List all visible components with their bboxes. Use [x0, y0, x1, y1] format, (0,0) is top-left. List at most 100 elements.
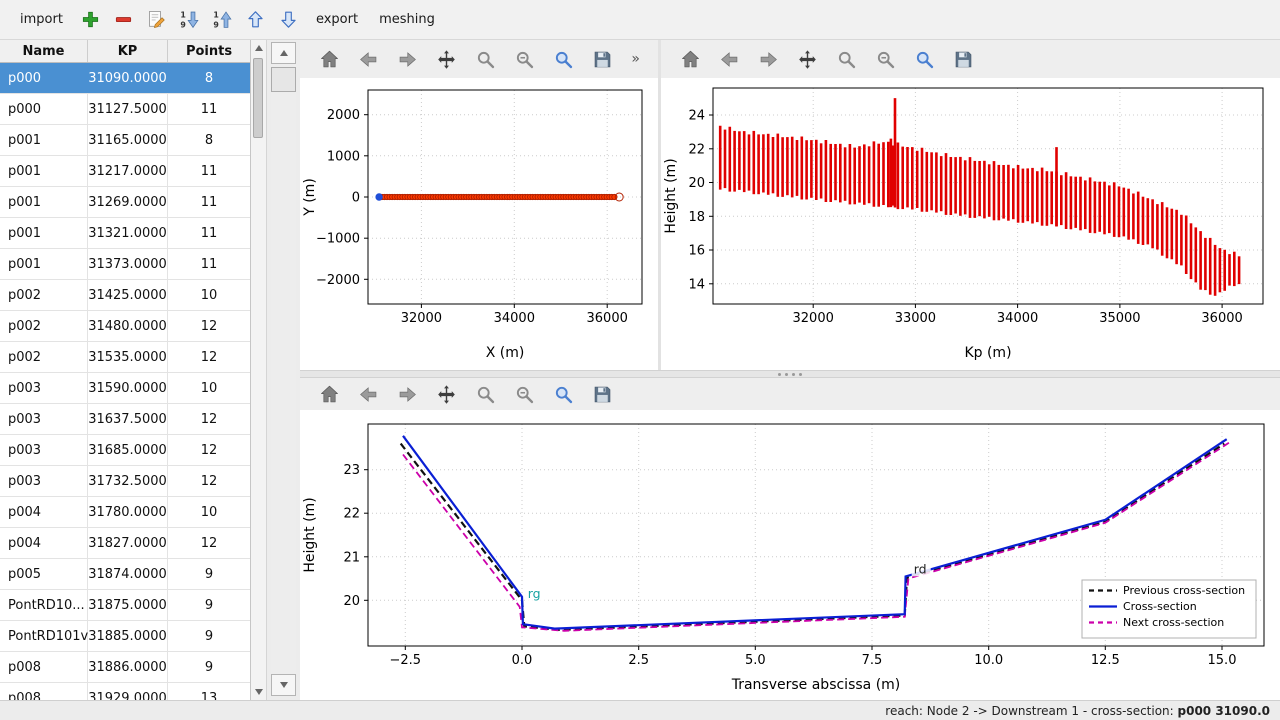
table-row[interactable]: p008 31929.0000 13	[0, 683, 250, 700]
table-row[interactable]: p008 31886.0000 9	[0, 652, 250, 683]
back-button[interactable]	[355, 381, 381, 407]
header-kp[interactable]: KP	[88, 40, 168, 62]
table-row[interactable]: p001 31217.0000 11	[0, 156, 250, 187]
cell-kp: 31321.0000	[88, 218, 168, 248]
scrollbar-thumb[interactable]	[253, 58, 263, 138]
horizontal-splitter[interactable]	[300, 370, 1280, 378]
plan-view-chart[interactable]: 32000 34000 36000 −2000 −1000 0 1000 2000 X (m) Y…	[300, 78, 656, 366]
home-button[interactable]	[316, 381, 342, 407]
panel-scroll-down-button[interactable]	[271, 674, 296, 696]
table-row[interactable]: p002 31535.0000 12	[0, 342, 250, 373]
table-row[interactable]: p001 31269.0000 11	[0, 187, 250, 218]
home-icon	[319, 384, 340, 405]
longitudinal-profile-chart[interactable]: 32000 33000 34000 35000 36000 14 16 18 20 22 24 Kp …	[661, 78, 1279, 366]
forward-button[interactable]	[394, 381, 420, 407]
zoom-out-button[interactable]	[511, 46, 537, 72]
svg-text:0: 0	[352, 191, 360, 206]
cell-kp: 31732.5000	[88, 466, 168, 496]
svg-text:16: 16	[688, 244, 705, 259]
pan-button[interactable]	[794, 46, 820, 72]
zoom-out-button[interactable]	[872, 46, 898, 72]
meshing-button[interactable]: meshing	[379, 12, 435, 27]
save-button[interactable]	[950, 46, 976, 72]
cell-points: 12	[200, 349, 218, 365]
save-button[interactable]	[589, 46, 615, 72]
panel-scrollbar[interactable]	[271, 42, 296, 696]
table-row[interactable]: p005 31874.0000 9	[0, 559, 250, 590]
table-scrollbar[interactable]	[251, 40, 267, 700]
import-button[interactable]: import	[20, 12, 63, 27]
cell-kp: 31165.0000	[88, 125, 168, 155]
svg-text:Cross-section: Cross-section	[1123, 600, 1197, 613]
cell-kp: 31875.0000	[88, 590, 168, 620]
table-row[interactable]: p001 31321.0000 11	[0, 218, 250, 249]
cell-points: 12	[200, 318, 218, 334]
table-row[interactable]: p003 31637.5000 12	[0, 404, 250, 435]
svg-text:5.0: 5.0	[745, 653, 766, 668]
zoom-button[interactable]	[472, 46, 498, 72]
table-row[interactable]: PontRD101v 31885.0000 9	[0, 621, 250, 652]
zoom-rect-button[interactable]	[911, 46, 937, 72]
back-button[interactable]	[716, 46, 742, 72]
table-row[interactable]: p001 31165.0000 8	[0, 125, 250, 156]
table-row[interactable]: p000 31127.5000 11	[0, 94, 250, 125]
toolbar-overflow-chevron[interactable]: »	[631, 51, 640, 67]
table-row[interactable]: p002 31480.0000 12	[0, 311, 250, 342]
cell-kp: 31685.0000	[88, 435, 168, 465]
zoom-rect-button[interactable]	[550, 46, 576, 72]
table-row[interactable]: p004 31827.0000 12	[0, 528, 250, 559]
zoom-rect-button[interactable]	[550, 381, 576, 407]
table-row[interactable]: p003 31732.5000 12	[0, 466, 250, 497]
zoom-button[interactable]	[472, 381, 498, 407]
cell-name: p001	[0, 187, 88, 217]
pan-button[interactable]	[433, 381, 459, 407]
home-button[interactable]	[677, 46, 703, 72]
edit-button[interactable]	[144, 7, 169, 32]
cross-section-chart[interactable]: −2.5 0.0 2.5 5.0 7.5 10.0 12.5 15.0 20 21 22 23 Tran…	[300, 410, 1278, 698]
panel-scroll-up-button[interactable]	[271, 42, 296, 64]
svg-text:−2.5: −2.5	[390, 653, 422, 668]
move-up-button[interactable]	[243, 7, 268, 32]
triangle-up-icon	[254, 45, 263, 51]
table-row[interactable]: PontRD10... 31875.0000 9	[0, 590, 250, 621]
scroll-down-button[interactable]	[251, 685, 266, 699]
remove-button[interactable]	[111, 7, 136, 32]
plan-toolbar-icons	[316, 46, 615, 72]
svg-text:Previous cross-section: Previous cross-section	[1123, 584, 1245, 597]
svg-text:−1000: −1000	[316, 232, 360, 247]
table-row[interactable]: p000 31090.0000 8	[0, 63, 250, 94]
panel-scrollbar-thumb[interactable]	[271, 67, 296, 92]
table-row[interactable]: p004 31780.0000 10	[0, 497, 250, 528]
table-row[interactable]: p001 31373.0000 11	[0, 249, 250, 280]
edit-icon	[146, 9, 167, 30]
zoom-out-button[interactable]	[511, 381, 537, 407]
zoom-button[interactable]	[833, 46, 859, 72]
svg-text:Y (m): Y (m)	[302, 178, 318, 217]
scroll-up-button[interactable]	[251, 41, 266, 55]
export-button[interactable]: export	[315, 12, 359, 27]
header-points[interactable]: Points	[185, 43, 233, 59]
cell-kp: 31827.0000	[88, 528, 168, 558]
forward-button[interactable]	[394, 46, 420, 72]
forward-button[interactable]	[755, 46, 781, 72]
zoom-icon	[475, 49, 496, 70]
table-header-row: Name KP Points	[0, 40, 250, 63]
table-row[interactable]: p003 31685.0000 12	[0, 435, 250, 466]
add-button[interactable]	[78, 7, 103, 32]
move-down-button[interactable]	[276, 7, 301, 32]
header-name[interactable]: Name	[0, 40, 88, 62]
svg-text:0.0: 0.0	[512, 653, 533, 668]
back-button[interactable]	[355, 46, 381, 72]
svg-text:36000: 36000	[587, 311, 628, 326]
cross-section-table: Name KP Points p000 31090.0000 8 p000 31127.…	[0, 40, 251, 700]
save-button[interactable]	[589, 381, 615, 407]
table-row[interactable]: p002 31425.0000 10	[0, 280, 250, 311]
svg-text:1000: 1000	[327, 149, 360, 164]
home-button[interactable]	[316, 46, 342, 72]
longitudinal-panel: 32000 33000 34000 35000 36000 14 16 18 20 22 24 Kp …	[661, 40, 1280, 370]
pan-button[interactable]	[433, 46, 459, 72]
table-row[interactable]: p003 31590.0000 10	[0, 373, 250, 404]
